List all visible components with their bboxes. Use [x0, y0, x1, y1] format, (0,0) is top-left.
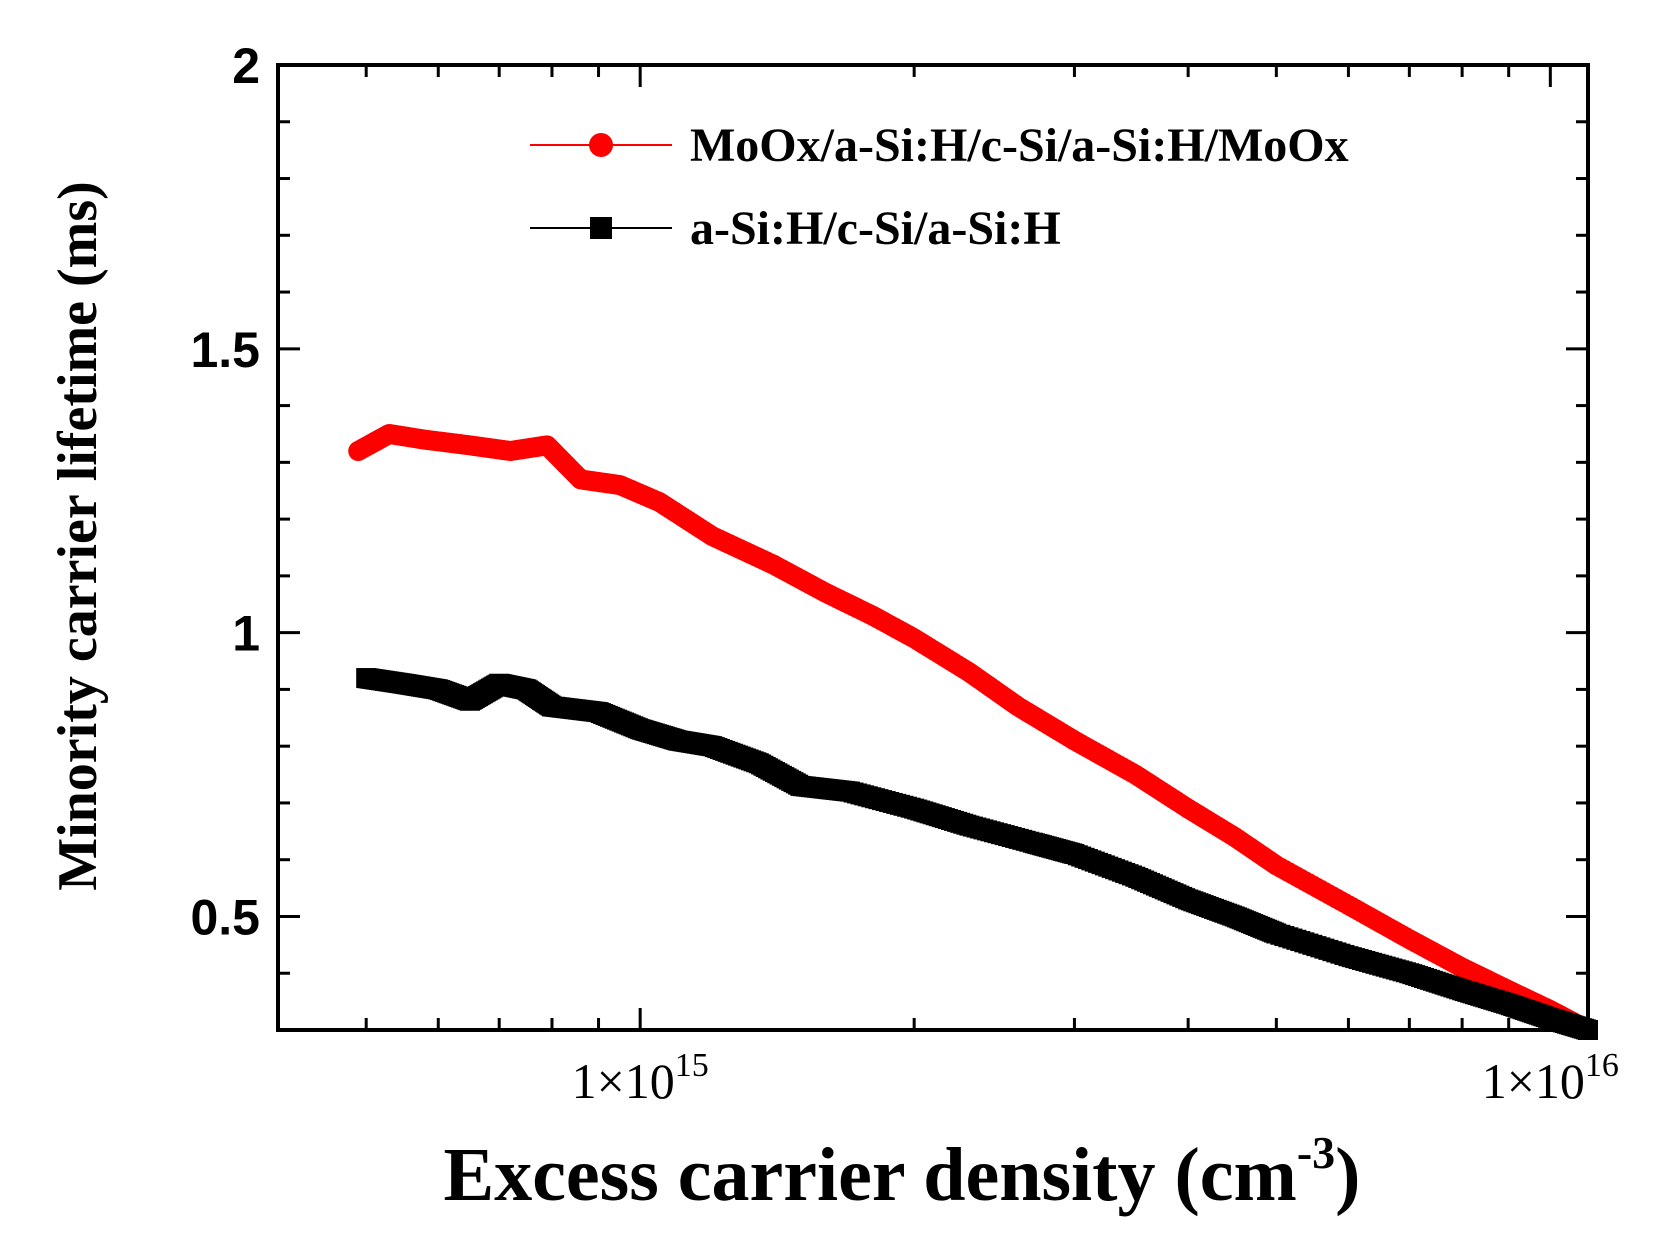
y-tick-label: 2: [232, 38, 260, 94]
series-moox: [348, 423, 1598, 1040]
y-axis-title: Minority carrier lifetime (ms): [47, 181, 109, 891]
plot-frame: [276, 63, 1590, 1032]
y-tick-labels: 0.5 1 1.5 2: [190, 38, 260, 945]
y-tick-label: 0.5: [190, 889, 260, 945]
legend: MoOx/a-Si:H/c-Si/a-Si:H/MoOx a-Si:H/c-Si…: [530, 119, 1349, 255]
x-axis-title: Excess carrier density (cm-3): [444, 1127, 1361, 1217]
x-axis-title-sup: -3: [1297, 1127, 1335, 1178]
legend-label-asih: a-Si:H/c-Si/a-Si:H: [690, 202, 1061, 255]
x-tick-label: 1×1016: [1482, 1047, 1619, 1109]
y-tick-label: 1: [232, 606, 260, 662]
x-axis-title-end: ): [1335, 1133, 1360, 1217]
series-asih: [356, 668, 1598, 1040]
x-tick-labels: 1×1015 1×1016: [572, 1047, 1619, 1109]
y-tick-label: 1.5: [190, 322, 260, 378]
x-tick-label: 1×1015: [572, 1047, 709, 1109]
legend-marker-moox: [589, 133, 613, 157]
legend-marker-asih: [590, 217, 612, 239]
x-axis-title-main: Excess carrier density (cm: [444, 1133, 1297, 1217]
legend-label-moox: MoOx/a-Si:H/c-Si/a-Si:H/MoOx: [690, 119, 1349, 172]
series-layer: [348, 423, 1598, 1040]
